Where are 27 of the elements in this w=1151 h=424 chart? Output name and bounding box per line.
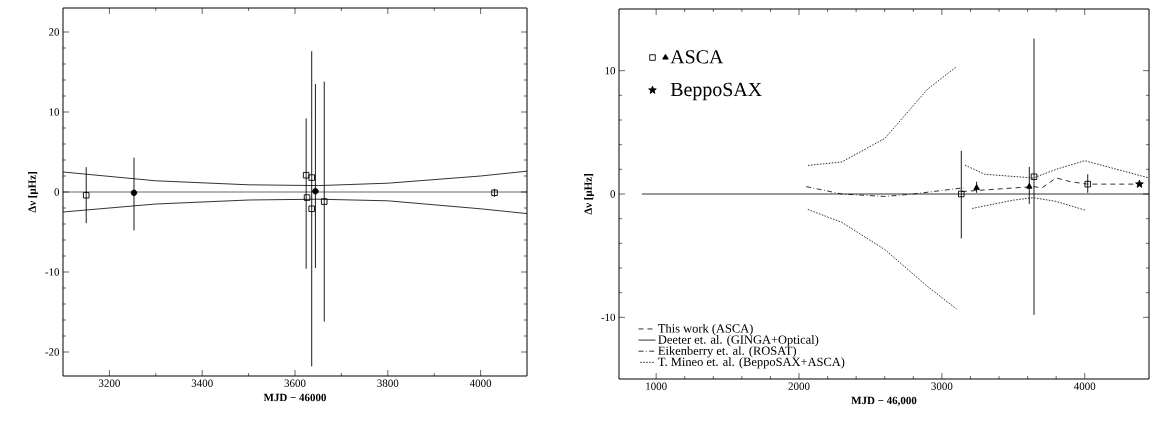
- x-tick-label: 3800: [377, 379, 399, 387]
- x-tick-label: 4000: [1073, 382, 1096, 390]
- y-tick-label: 0: [610, 190, 616, 198]
- y-tick-label: 20: [49, 28, 60, 36]
- y-tick-label: -10: [601, 313, 616, 322]
- legend-label: Eikenberry et. al. (ROSAT): [658, 346, 797, 358]
- x-tick-label: 4000: [469, 379, 492, 387]
- y-tick-label: 0: [54, 188, 60, 196]
- y-tick-label: -10: [45, 268, 60, 276]
- x-tick-label: 1000: [646, 382, 667, 390]
- y-tick-label: 10: [605, 66, 616, 75]
- x-tick-label: 3200: [98, 379, 120, 387]
- y-axis-title: Δν [μHz]: [28, 172, 39, 213]
- legend-label: T. Mineo et. al. (BeppoSAX+ASCA): [658, 357, 845, 369]
- legend-label: ASCA: [670, 50, 724, 64]
- x-tick-label: 2000: [788, 382, 810, 390]
- legend-label: BeppoSAX: [670, 82, 762, 101]
- x-tick-label: 3000: [931, 382, 953, 390]
- x-axis-title: MJD − 46,000: [851, 396, 917, 406]
- legend-label: Deeter et. al. (GINGA+Optical): [658, 335, 819, 347]
- x-axis-title: MJD − 46000: [263, 393, 327, 402]
- x-tick-label: 3400: [191, 379, 213, 387]
- y-tick-label: -20: [45, 348, 60, 356]
- x-tick-label: 3600: [284, 379, 306, 387]
- y-tick-label: 10: [49, 108, 60, 116]
- legend-label: This work (ASCA): [658, 323, 753, 336]
- y-axis-title: Δν [μHz]: [584, 174, 595, 215]
